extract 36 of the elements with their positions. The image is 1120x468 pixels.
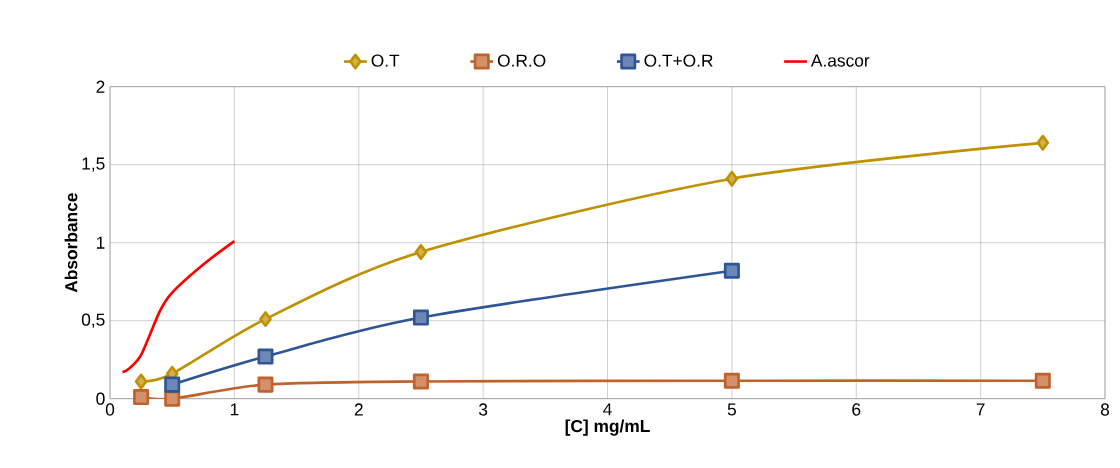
x-tick-label: 1 xyxy=(230,403,239,416)
line-series xyxy=(121,239,236,374)
point xyxy=(164,390,181,407)
x-axis-title: [C] mg/mL xyxy=(565,419,650,436)
legend-label: A.ascor xyxy=(810,54,870,67)
point xyxy=(259,311,272,328)
point xyxy=(412,373,429,390)
point xyxy=(1036,134,1050,151)
y-tick-label: 1 xyxy=(96,236,105,249)
x-tick-label: 4 xyxy=(603,403,612,416)
point xyxy=(1034,372,1051,389)
x-tick-label: 7 xyxy=(976,403,985,416)
x-tick-label: 5 xyxy=(727,403,736,416)
point xyxy=(133,389,150,406)
y-axis-title: Absorbance xyxy=(64,193,78,293)
point xyxy=(257,348,274,365)
x-tick-label: 8 xyxy=(1100,403,1110,416)
point xyxy=(723,262,740,279)
point xyxy=(257,376,274,393)
point xyxy=(725,170,739,187)
point xyxy=(134,373,148,390)
legend-label: O.T+O.R xyxy=(644,54,713,67)
x-tick-label: 6 xyxy=(852,403,861,416)
legend-label: O.R.O xyxy=(497,54,546,67)
y-tick-label: 0 xyxy=(96,392,105,405)
point xyxy=(412,309,429,326)
point xyxy=(164,376,181,393)
point xyxy=(414,244,428,261)
point xyxy=(723,372,740,389)
x-tick-label: 3 xyxy=(478,403,488,416)
x-tick-label: 2 xyxy=(354,403,363,416)
y-tick-label: 2 xyxy=(96,80,105,93)
x-tick-label: 0 xyxy=(105,403,115,416)
y-tick-label: 1,5 xyxy=(82,157,105,172)
y-tick-label: 0,5 xyxy=(81,313,105,328)
legend-label: O.T xyxy=(371,54,400,67)
